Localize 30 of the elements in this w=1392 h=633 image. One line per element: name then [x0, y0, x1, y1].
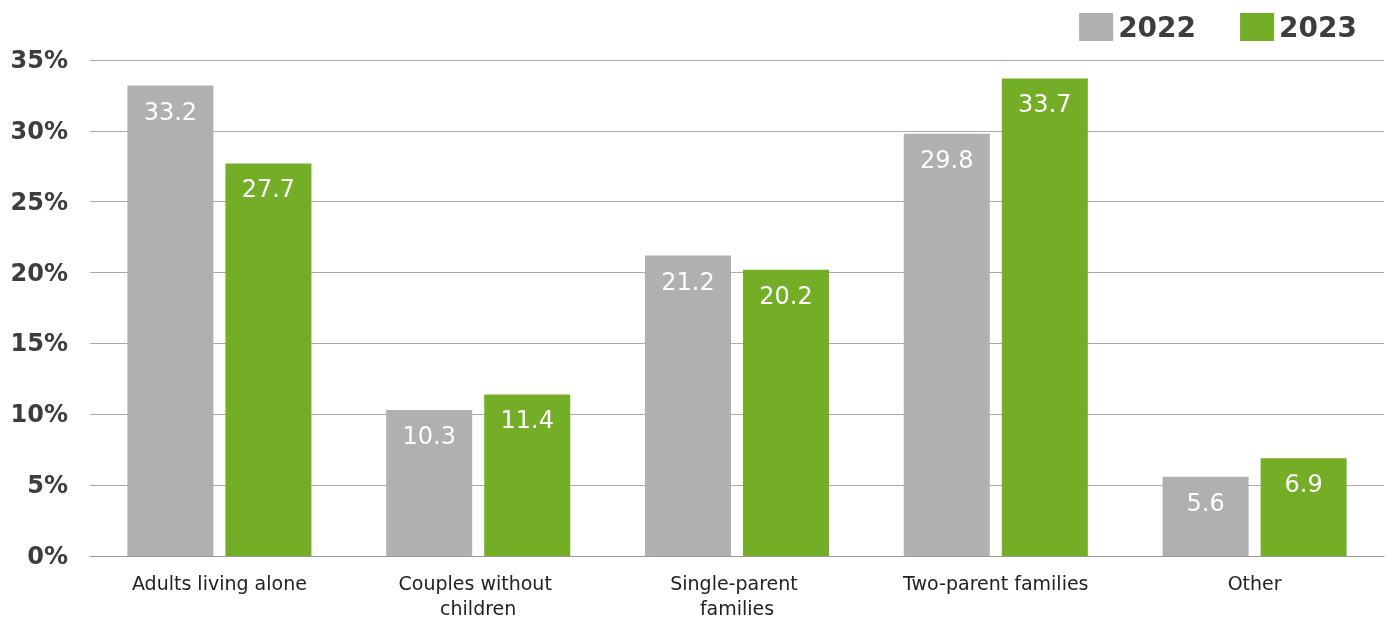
y-tick-label: 15%: [10, 329, 68, 358]
x-tick-label: Adults living alone: [131, 571, 307, 594]
data-label: 6.9: [1284, 470, 1323, 499]
bar: [484, 394, 571, 556]
x-tick-label: Other: [1227, 571, 1282, 594]
x-tick-label: Single-parent families: [670, 571, 804, 619]
y-tick-label: 30%: [10, 116, 68, 145]
y-tick-label: 5%: [27, 471, 68, 500]
bar: [1001, 78, 1088, 556]
data-label: 29.8: [920, 145, 974, 174]
data-label: 5.6: [1186, 488, 1225, 517]
y-tick-label: 0%: [27, 542, 68, 570]
data-label: 20.2: [759, 281, 813, 310]
data-label: 21.2: [661, 267, 715, 296]
bar: [743, 269, 830, 556]
legend-label: 2023: [1279, 10, 1358, 44]
legend-label: 2022: [1118, 10, 1197, 44]
data-label: 10.3: [402, 422, 456, 451]
data-label: 27.7: [241, 175, 296, 204]
y-tick-label: 25%: [10, 187, 68, 216]
x-tick-label: Two-parent families: [902, 571, 1089, 594]
bar: [1260, 458, 1347, 556]
x-tick-label: Couples without children: [398, 571, 558, 619]
bar: [225, 163, 312, 556]
data-label: 33.7: [1018, 90, 1072, 119]
data-label: 11.4: [500, 406, 554, 435]
y-tick-label: 35%: [10, 46, 68, 74]
y-tick-label: 20%: [10, 258, 68, 287]
data-label: 33.2: [143, 97, 198, 126]
y-tick-label: 10%: [10, 400, 68, 429]
